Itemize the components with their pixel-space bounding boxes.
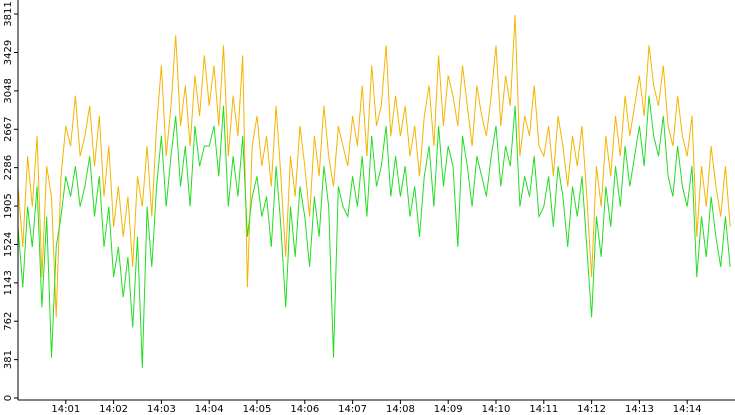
x-tick-label: 14:14 [673, 404, 702, 415]
y-tick-label: 3429 [3, 40, 14, 65]
x-tick-label: 14:08 [386, 404, 415, 415]
y-tick-label: 3811 [3, 1, 14, 26]
x-tick-label: 14:05 [243, 404, 272, 415]
series-line [17, 95, 731, 368]
x-tick-label: 14:06 [290, 404, 319, 415]
x-tick-label: 14:01 [51, 404, 80, 415]
x-tick-label: 14:04 [195, 404, 224, 415]
x-tick-label: 14:10 [482, 404, 511, 415]
y-tick-label: 3048 [3, 78, 14, 103]
y-tick-label: 2286 [3, 155, 14, 180]
y-tick-label: 2667 [3, 117, 14, 142]
y-tick-label: 762 [3, 312, 14, 331]
y-tick-label: 1143 [3, 270, 14, 295]
y-tick-label: 381 [3, 350, 14, 369]
x-tick-label: 14:02 [99, 404, 128, 415]
x-tick-label: 14:11 [529, 404, 558, 415]
y-tick-label: 0 [3, 395, 14, 401]
x-tick-label: 14:07 [338, 404, 367, 415]
x-tick-label: 14:12 [577, 404, 606, 415]
y-tick-label: 1905 [3, 193, 14, 218]
y-tick-label: 1524 [3, 232, 14, 257]
x-tick-label: 14:03 [147, 404, 176, 415]
series-line [17, 15, 731, 318]
x-tick-label: 14:09 [434, 404, 463, 415]
x-tick-label: 14:13 [625, 404, 654, 415]
